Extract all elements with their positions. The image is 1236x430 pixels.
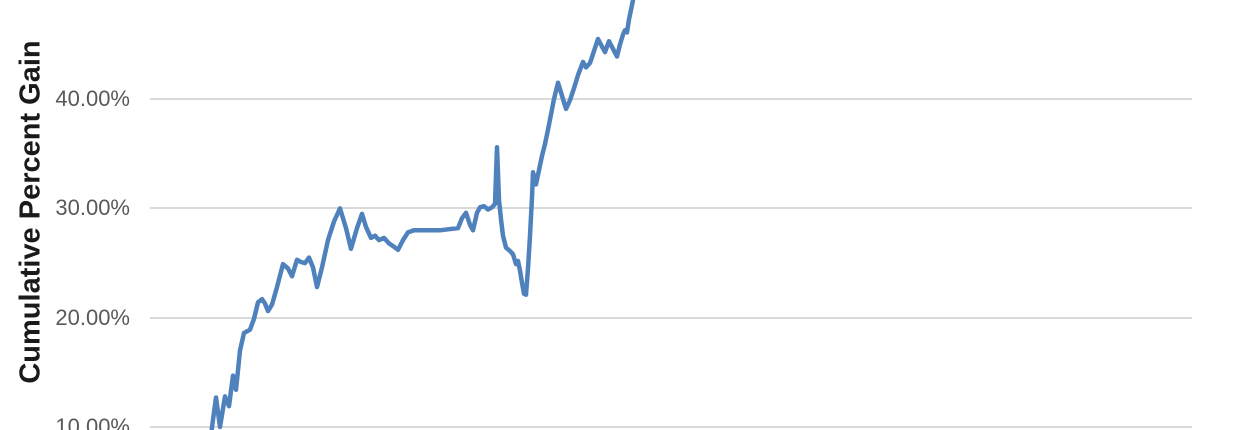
gridline bbox=[150, 98, 1192, 101]
gridline bbox=[150, 207, 1192, 210]
y-tick-label: 40.00% bbox=[55, 86, 130, 112]
data-series-line bbox=[209, 0, 636, 430]
y-tick-label: 30.00% bbox=[55, 195, 130, 221]
gridline bbox=[150, 426, 1192, 428]
y-tick-label: 20.00% bbox=[55, 304, 130, 330]
gridline bbox=[150, 316, 1192, 319]
y-tick-label: 10.00% bbox=[55, 414, 130, 430]
